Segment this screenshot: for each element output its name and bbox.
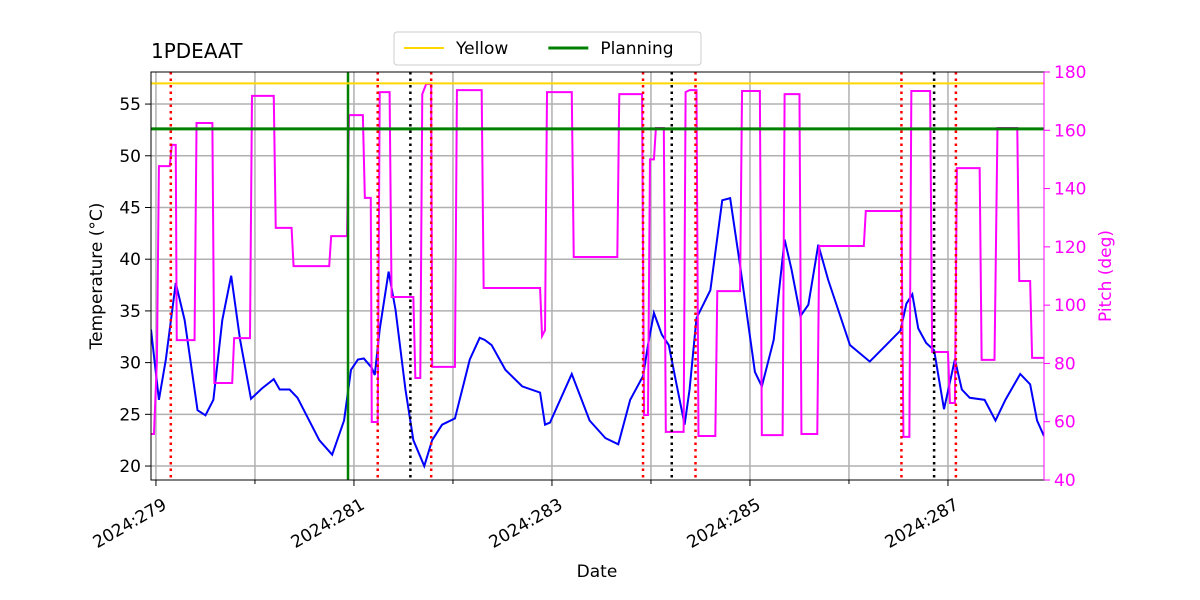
legend-label: Planning bbox=[600, 39, 673, 59]
y2-tick-label: 100 bbox=[1054, 296, 1086, 316]
legend-box bbox=[393, 31, 702, 66]
legend-label: Yellow bbox=[455, 39, 508, 59]
y2-tick-label: 40 bbox=[1054, 471, 1076, 491]
plot bbox=[151, 72, 1044, 480]
y2-tick-label: 180 bbox=[1054, 63, 1086, 83]
y2-tick-label: 80 bbox=[1054, 354, 1076, 374]
y-tick-label: 35 bbox=[119, 302, 141, 322]
data-line bbox=[151, 196, 1044, 469]
y-tick-label: 40 bbox=[119, 250, 141, 270]
y2-tick-label: 120 bbox=[1054, 238, 1086, 258]
y2-tick-label: 160 bbox=[1054, 121, 1086, 141]
y-tick-label: 45 bbox=[119, 198, 141, 218]
y2-tick-label: 60 bbox=[1054, 413, 1076, 433]
y-tick-label: 30 bbox=[119, 354, 141, 374]
y-tick-label: 55 bbox=[119, 95, 141, 115]
chart-title: 1PDEAAT bbox=[151, 39, 243, 63]
data-line bbox=[151, 82, 1044, 438]
x-axis-label: Date bbox=[577, 562, 618, 582]
y2-axis-label: Pitch (deg) bbox=[1096, 230, 1116, 322]
y-tick-label: 20 bbox=[119, 457, 141, 477]
y-axis-label: Temperature (°C) bbox=[87, 203, 107, 351]
y-tick-label: 25 bbox=[119, 405, 141, 425]
y2-tick-label: 140 bbox=[1054, 180, 1086, 200]
y-tick-label: 50 bbox=[119, 147, 141, 167]
